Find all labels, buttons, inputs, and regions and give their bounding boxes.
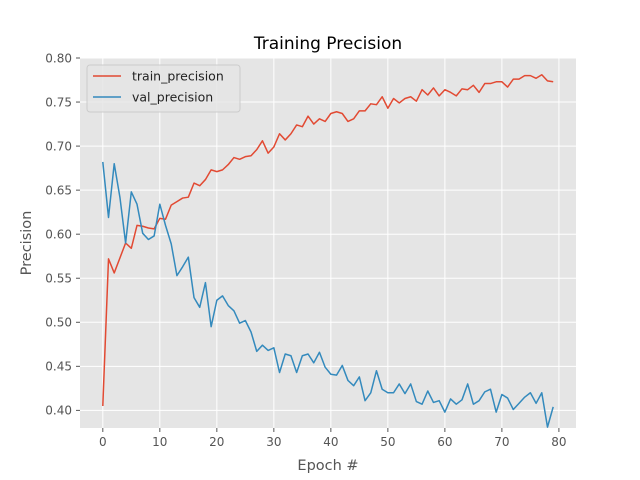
legend-label-train-precision: train_precision bbox=[132, 69, 224, 84]
y-tick-label: 0.60 bbox=[45, 227, 72, 241]
x-tick-label: 70 bbox=[494, 435, 509, 449]
legend: train_precision val_precision bbox=[86, 64, 241, 113]
x-tick-label: 60 bbox=[437, 435, 452, 449]
y-tick-label: 0.80 bbox=[45, 51, 72, 65]
series-line-val-precision bbox=[102, 161, 554, 428]
x-tick-label: 20 bbox=[209, 435, 224, 449]
x-axis: 0 10 20 30 40 50 60 70 80 bbox=[99, 428, 567, 449]
y-tick-label: 0.70 bbox=[45, 139, 72, 153]
legend-label-val-precision: val_precision bbox=[132, 90, 213, 105]
y-tick-label: 0.75 bbox=[45, 95, 72, 109]
grid bbox=[80, 57, 576, 428]
x-tick-label: 30 bbox=[266, 435, 281, 449]
series-line-train-precision bbox=[102, 73, 554, 407]
x-tick-label: 40 bbox=[323, 435, 338, 449]
legend-box bbox=[86, 64, 241, 113]
series-layer bbox=[102, 73, 554, 428]
y-axis-label: Precision bbox=[19, 211, 35, 276]
y-tick-label: 0.45 bbox=[45, 360, 72, 374]
x-tick-label: 80 bbox=[551, 435, 566, 449]
x-axis-label: Epoch # bbox=[297, 458, 358, 474]
y-tick-label: 0.40 bbox=[45, 404, 72, 418]
x-tick-label: 10 bbox=[152, 435, 167, 449]
chart-title: Training Precision bbox=[253, 34, 402, 54]
x-tick-label: 50 bbox=[380, 435, 395, 449]
x-tick-label: 0 bbox=[99, 435, 107, 449]
y-tick-label: 0.50 bbox=[45, 316, 72, 330]
y-tick-label: 0.55 bbox=[45, 272, 72, 286]
y-axis: 0.40 0.45 0.50 0.55 0.60 0.65 0.70 0.75 0.80 bbox=[45, 51, 80, 418]
y-tick-label: 0.65 bbox=[45, 183, 72, 197]
